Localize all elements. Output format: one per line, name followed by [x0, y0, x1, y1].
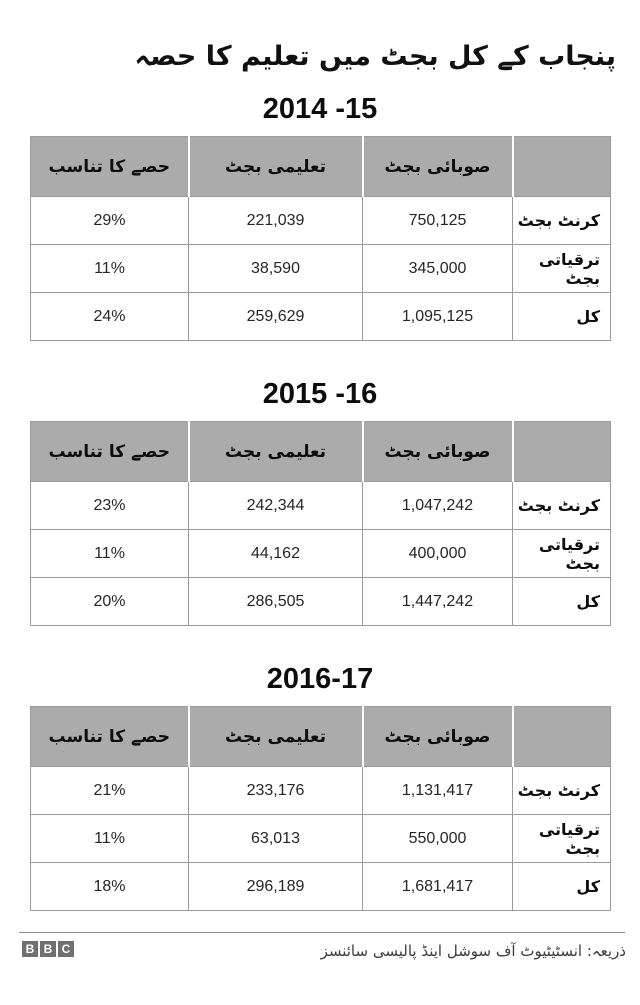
- column-header-education-budget: تعلیمی بجٹ: [187, 706, 363, 767]
- share-cell: 23%: [30, 481, 189, 530]
- share-cell: 11%: [30, 814, 189, 863]
- table-row-total: 18% 296,189 1,681,417 کل: [30, 862, 611, 911]
- bbc-logo-letter: B: [40, 941, 56, 957]
- row-label-development-budget: ترقیاتی بجٹ: [512, 814, 611, 863]
- bbc-logo-letter: B: [22, 941, 38, 957]
- budget-table-2015-16: حصے کا تناسب تعلیمی بجٹ صوبائی بجٹ 23% 2…: [30, 421, 611, 626]
- table-container: حصے کا تناسب تعلیمی بجٹ صوبائی بجٹ 21% 2…: [30, 706, 611, 911]
- education-budget-cell: 286,505: [188, 577, 363, 626]
- column-header-empty: [511, 706, 611, 767]
- provincial-budget-cell: 400,000: [362, 529, 513, 578]
- budget-table-2016-17: حصے کا تناسب تعلیمی بجٹ صوبائی بجٹ 21% 2…: [30, 706, 611, 911]
- column-header-provincial-budget: صوبائی بجٹ: [361, 421, 513, 482]
- provincial-budget-cell: 550,000: [362, 814, 513, 863]
- year-heading-2015-16: 2015 -16: [262, 378, 378, 410]
- footer-divider: [19, 932, 625, 933]
- header-row: حصے کا تناسب تعلیمی بجٹ صوبائی بجٹ: [30, 706, 611, 767]
- table-container: حصے کا تناسب تعلیمی بجٹ صوبائی بجٹ 23% 2…: [30, 421, 611, 626]
- footer: B B C ذریعہ: انسٹیٹیوٹ آف سوشل اینڈ پالی…: [22, 941, 626, 961]
- table-container: حصے کا تناسب تعلیمی بجٹ صوبائی بجٹ 29% 2…: [30, 136, 611, 341]
- table-row-development-budget: 11% 63,013 550,000 ترقیاتی بجٹ: [30, 814, 611, 863]
- row-label-total: کل: [512, 577, 611, 626]
- table-row-current-budget: 29% 221,039 750,125 کرنٹ بجٹ: [30, 196, 611, 245]
- provincial-budget-cell: 1,095,125: [362, 292, 513, 341]
- year-heading-2016-17: 2016-17: [266, 663, 374, 695]
- education-budget-cell: 38,590: [188, 244, 363, 293]
- row-label-current-budget: کرنٹ بجٹ: [512, 481, 611, 530]
- budget-section-2015-16: 2015 -16 حصے کا تناسب تعلیمی بجٹ صوبائی …: [0, 377, 640, 626]
- source-credit: ذریعہ: انسٹیٹیوٹ آف سوشل اینڈ پالیسی سائ…: [320, 942, 626, 960]
- row-label-current-budget: کرنٹ بجٹ: [512, 196, 611, 245]
- column-header-share-ratio: حصے کا تناسب: [30, 706, 189, 767]
- row-label-current-budget: کرنٹ بجٹ: [512, 766, 611, 815]
- education-budget-cell: 221,039: [188, 196, 363, 245]
- row-label-total: کل: [512, 292, 611, 341]
- header-row: حصے کا تناسب تعلیمی بجٹ صوبائی بجٹ: [30, 421, 611, 482]
- bbc-logo-letter: C: [58, 941, 74, 957]
- column-header-education-budget: تعلیمی بجٹ: [187, 421, 363, 482]
- share-cell: 20%: [30, 577, 189, 626]
- share-cell: 11%: [30, 244, 189, 293]
- education-budget-cell: 63,013: [188, 814, 363, 863]
- provincial-budget-cell: 1,131,417: [362, 766, 513, 815]
- column-header-provincial-budget: صوبائی بجٹ: [361, 706, 513, 767]
- education-budget-cell: 296,189: [188, 862, 363, 911]
- share-cell: 24%: [30, 292, 189, 341]
- table-row-current-budget: 21% 233,176 1,131,417 کرنٹ بجٹ: [30, 766, 611, 815]
- table-row-current-budget: 23% 242,344 1,047,242 کرنٹ بجٹ: [30, 481, 611, 530]
- share-cell: 11%: [30, 529, 189, 578]
- budget-table-2014-15: حصے کا تناسب تعلیمی بجٹ صوبائی بجٹ 29% 2…: [30, 136, 611, 341]
- share-cell: 18%: [30, 862, 189, 911]
- table-row-development-budget: 11% 38,590 345,000 ترقیاتی بجٹ: [30, 244, 611, 293]
- row-label-development-budget: ترقیاتی بجٹ: [512, 244, 611, 293]
- provincial-budget-cell: 1,681,417: [362, 862, 513, 911]
- header-row: حصے کا تناسب تعلیمی بجٹ صوبائی بجٹ: [30, 136, 611, 197]
- education-budget-cell: 44,162: [188, 529, 363, 578]
- share-cell: 29%: [30, 196, 189, 245]
- provincial-budget-cell: 750,125: [362, 196, 513, 245]
- column-header-empty: [511, 421, 611, 482]
- table-row-total: 24% 259,629 1,095,125 کل: [30, 292, 611, 341]
- year-heading-2014-15: 2014 -15: [262, 93, 378, 125]
- budget-section-2016-17: 2016-17 حصے کا تناسب تعلیمی بجٹ صوبائی ب…: [0, 662, 640, 911]
- education-budget-cell: 259,629: [188, 292, 363, 341]
- education-budget-cell: 242,344: [188, 481, 363, 530]
- row-label-development-budget: ترقیاتی بجٹ: [512, 529, 611, 578]
- page-title: پنجاب کے کل بجٹ میں تعلیم کا حصہ: [134, 41, 616, 72]
- provincial-budget-cell: 345,000: [362, 244, 513, 293]
- column-header-empty: [511, 136, 611, 197]
- table-row-total: 20% 286,505 1,447,242 کل: [30, 577, 611, 626]
- provincial-budget-cell: 1,047,242: [362, 481, 513, 530]
- column-header-provincial-budget: صوبائی بجٹ: [361, 136, 513, 197]
- share-cell: 21%: [30, 766, 189, 815]
- provincial-budget-cell: 1,447,242: [362, 577, 513, 626]
- bbc-logo-icon: B B C: [22, 941, 74, 957]
- table-row-development-budget: 11% 44,162 400,000 ترقیاتی بجٹ: [30, 529, 611, 578]
- column-header-share-ratio: حصے کا تناسب: [30, 136, 189, 197]
- budget-section-2014-15: 2014 -15 حصے کا تناسب تعلیمی بجٹ صوبائی …: [0, 92, 640, 341]
- column-header-share-ratio: حصے کا تناسب: [30, 421, 189, 482]
- column-header-education-budget: تعلیمی بجٹ: [187, 136, 363, 197]
- row-label-total: کل: [512, 862, 611, 911]
- education-budget-cell: 233,176: [188, 766, 363, 815]
